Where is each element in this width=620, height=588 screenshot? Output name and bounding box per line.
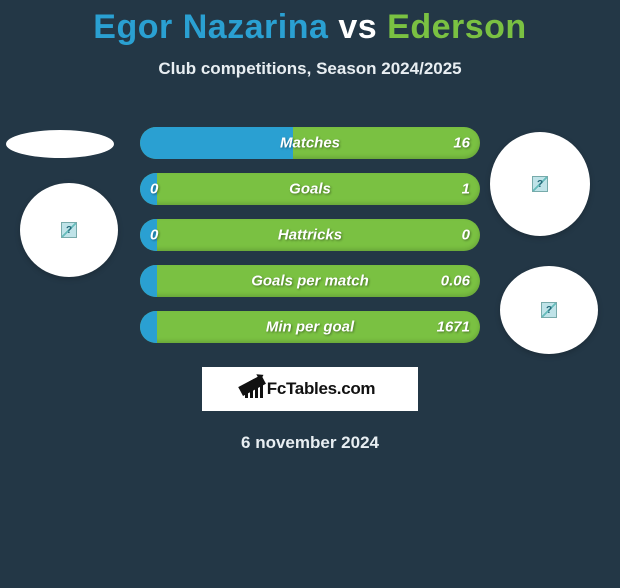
stat-label: Min per goal: [266, 319, 354, 336]
stat-value-right: 1671: [437, 319, 470, 336]
stat-fill-left: [140, 265, 157, 297]
player2-avatar-circle: [490, 132, 590, 236]
stat-label: Matches: [280, 135, 340, 152]
image-placeholder-icon: [532, 176, 548, 192]
player1-avatar-circle: [20, 183, 118, 277]
brand-text: FcTables.com: [267, 379, 376, 399]
stat-value-right: 0: [462, 227, 470, 244]
player2-name: Ederson: [387, 8, 527, 46]
decor-ellipse: [6, 130, 114, 158]
stat-label: Goals per match: [251, 273, 369, 290]
stats-container: Matches 16 0 Goals 1 0 Hattricks 0 Goals per mat…: [140, 127, 480, 343]
subtitle: Club competitions, Season 2024/2025: [0, 59, 620, 79]
stat-row: 0 Hattricks 0: [140, 219, 480, 251]
stat-value-right: 16: [453, 135, 470, 152]
stat-value-right: 1: [462, 181, 470, 198]
image-placeholder-icon: [61, 222, 77, 238]
stat-row: 0 Goals 1: [140, 173, 480, 205]
brand-bars-icon: [245, 380, 263, 398]
player1-name: Egor Nazarina: [93, 8, 328, 46]
stat-row: Min per goal 1671: [140, 311, 480, 343]
stat-value-left: 0: [150, 227, 158, 244]
stat-fill-left: [140, 311, 157, 343]
date-text: 6 november 2024: [0, 433, 620, 453]
stat-label: Hattricks: [278, 227, 342, 244]
stat-fill-left: [140, 127, 293, 159]
stat-label: Goals: [289, 181, 331, 198]
stat-value-left: 0: [150, 181, 158, 198]
stat-row: Matches 16: [140, 127, 480, 159]
image-placeholder-icon: [541, 302, 557, 318]
stat-row: Goals per match 0.06: [140, 265, 480, 297]
stat-value-right: 0.06: [441, 273, 470, 290]
club-badge-circle: [500, 266, 598, 354]
vs-text: vs: [338, 8, 377, 46]
comparison-title: Egor Nazarina vs Ederson: [0, 8, 620, 47]
brand-box: FcTables.com: [202, 367, 418, 411]
